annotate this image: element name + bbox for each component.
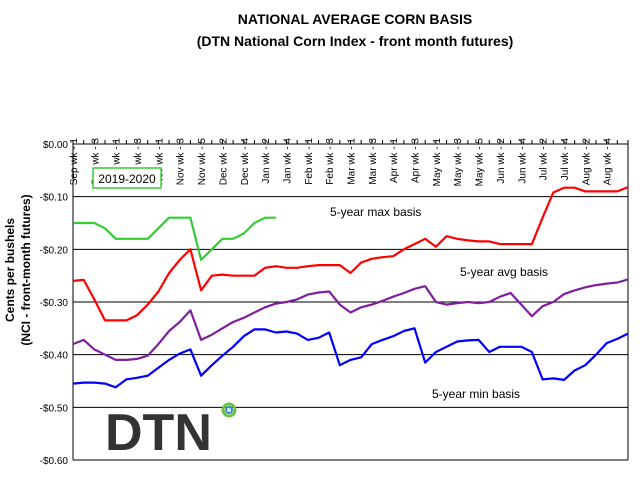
series-line-0 — [73, 216, 276, 261]
series-label-5yr-max: 5-year max basis — [330, 205, 421, 219]
x-tick-label: Mar wk - 1 — [347, 138, 358, 185]
dtn-logo-ring-icon — [221, 402, 237, 418]
x-tick-label: Dec wk - 4 — [240, 138, 251, 186]
dtn-logo-text: DTN — [105, 404, 212, 462]
series-label-box-2019-2020 — [92, 167, 162, 189]
chart-title: NATIONAL AVERAGE CORN BASIS — [238, 11, 472, 27]
x-tick-labels: Sep wk - 1 Sep wk - 3 Oct wk - 1 Oct wk - 3… — [69, 138, 614, 187]
x-tick-label: Dec wk - 2 — [218, 138, 229, 186]
series-line-1 — [72, 186, 629, 322]
axes — [72, 140, 629, 460]
x-tick-label: Feb wk - 3 — [325, 138, 336, 185]
x-tick-label: Aug wk - 4 — [603, 138, 614, 186]
series-label-5yr-min: 5-year min basis — [432, 387, 520, 401]
x-tick-label: Oct wk - 1 — [112, 138, 123, 183]
x-tick-label: Jul wk - 2 — [539, 138, 550, 181]
x-tick-label: Apr wk - 3 — [411, 138, 422, 183]
y-tick-label: -$0.40 — [40, 351, 69, 362]
series-label-2019-2020: 2019-2020 — [92, 167, 162, 189]
dtn-logo-dot-icon — [225, 406, 233, 414]
x-tick-label: Nov wk - 1 — [154, 138, 165, 186]
x-tick-label: Jun wk - 4 — [517, 138, 528, 184]
y-tick-labels: $0.00 -$0.10 -$0.20 -$0.30 -$0.40 -$0.50 -$0.6… — [40, 140, 69, 467]
x-tick-label: Nov wk - 5 — [197, 138, 208, 186]
x-tick-label: Sep wk - 3 — [90, 138, 101, 186]
y-axis-label: Cents per bushels (NCI - front-month fut… — [3, 194, 33, 345]
y-tick-label: -$0.50 — [40, 403, 69, 414]
series-line-2 — [72, 278, 629, 361]
x-tick-label: Feb wk - 1 — [304, 138, 315, 185]
series-label-5yr-avg: 5-year avg basis — [460, 265, 548, 279]
y-tick-label: -$0.30 — [40, 298, 69, 309]
x-tick-label: Jul wk - 4 — [560, 138, 571, 181]
x-tick-label: May wk - 1 — [432, 138, 443, 187]
x-tick-label: Nov wk - 3 — [176, 138, 187, 186]
y-tick-label: -$0.60 — [40, 456, 69, 467]
x-tick-label: Apr wk - 1 — [389, 138, 400, 183]
dtn-logo: DTN — [105, 402, 237, 462]
series-lines — [72, 186, 629, 389]
x-tick-label: Mar wk - 3 — [368, 138, 379, 185]
y-tick-label: -$0.10 — [40, 193, 69, 204]
x-tick-label: Jun wk - 2 — [496, 138, 507, 184]
x-tick-label: Jan wk - 4 — [282, 138, 293, 184]
series-line-3 — [72, 327, 629, 389]
gridlines — [73, 143, 628, 461]
x-tick-label: Oct wk - 3 — [133, 138, 144, 183]
x-tick-label: Sep wk - 1 — [69, 138, 80, 186]
series-label-text-2019-2020: 2019-2020 — [98, 172, 156, 186]
x-tick-label: May wk - 3 — [453, 138, 464, 187]
y-tick-label: $0.00 — [43, 140, 68, 151]
x-tick-label: May wk - 5 — [475, 138, 486, 187]
chart-subtitle: (DTN National Corn Index - front month f… — [197, 33, 514, 49]
x-tick-label: Jan wk - 2 — [261, 138, 272, 184]
y-tick-label: -$0.20 — [40, 245, 69, 256]
y-axis-label-line2: (NCI - front-month futures) — [19, 194, 33, 345]
x-tick-label: Aug wk - 2 — [581, 138, 592, 186]
y-axis-label-line1: Cents per bushels — [3, 218, 17, 322]
